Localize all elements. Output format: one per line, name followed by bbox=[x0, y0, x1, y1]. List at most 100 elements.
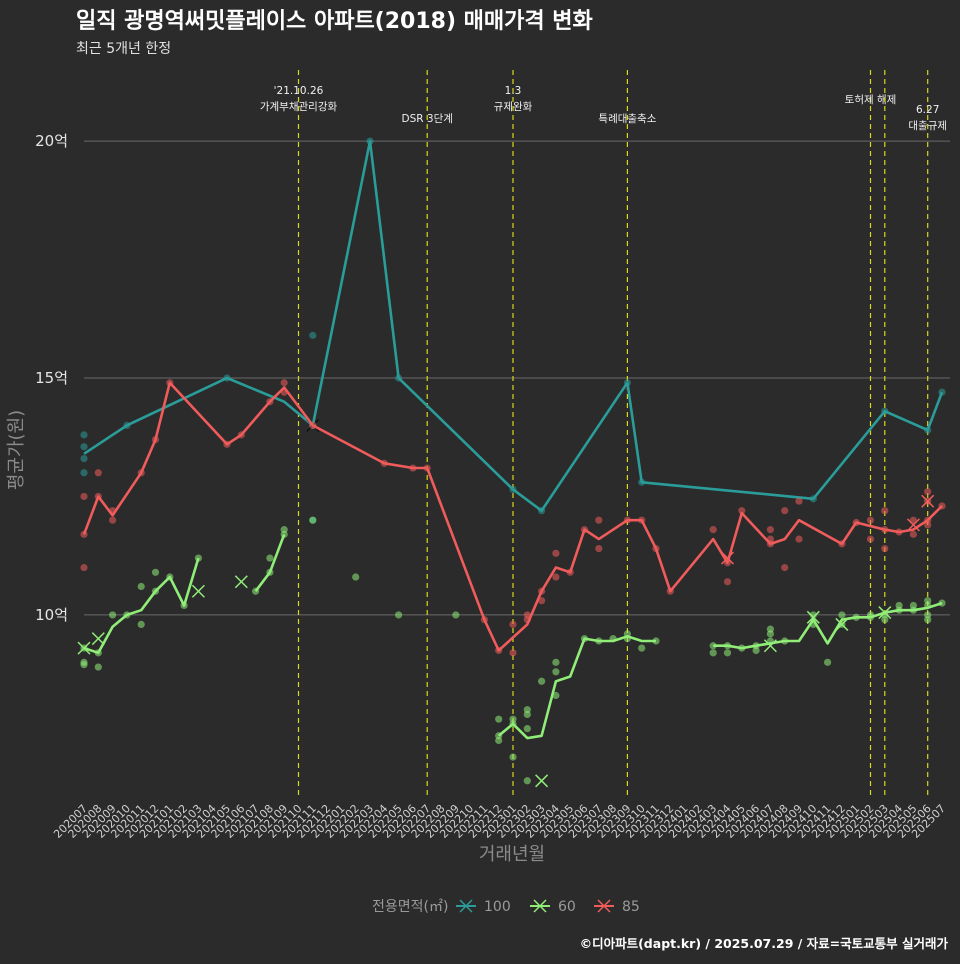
data-point-60 bbox=[924, 601, 932, 610]
data-point-100 bbox=[809, 495, 817, 503]
data-point-85 bbox=[109, 507, 117, 515]
data-point-60 bbox=[881, 616, 889, 624]
data-point-60 bbox=[137, 582, 145, 591]
data-point-60 bbox=[838, 611, 846, 619]
data-point-85 bbox=[595, 544, 603, 553]
data-point-60 bbox=[752, 646, 760, 655]
data-point-85 bbox=[380, 459, 388, 467]
data-point-100 bbox=[80, 431, 88, 439]
data-point-85 bbox=[151, 436, 160, 444]
legend-item-100: 100 bbox=[456, 899, 511, 915]
data-point-85 bbox=[538, 597, 546, 605]
data-point-85 bbox=[480, 616, 488, 624]
data-point-85 bbox=[638, 516, 646, 524]
series-85 bbox=[80, 379, 946, 657]
data-point-85 bbox=[80, 563, 88, 572]
data-point-85 bbox=[866, 516, 875, 524]
series-line-60 bbox=[254, 533, 286, 592]
data-point-60 bbox=[809, 620, 817, 629]
data-point-85 bbox=[623, 516, 632, 524]
cross-stroke bbox=[921, 494, 935, 508]
event-label: 가계부채관리강화 bbox=[260, 101, 338, 113]
cross-marker-60 bbox=[806, 610, 820, 624]
data-point-85 bbox=[766, 526, 775, 534]
data-point-60 bbox=[509, 753, 517, 761]
data-point-60 bbox=[580, 635, 589, 643]
data-point-60 bbox=[595, 637, 603, 645]
data-point-60 bbox=[909, 601, 918, 610]
grid-layer bbox=[84, 140, 950, 616]
data-point-60 bbox=[924, 616, 932, 624]
data-point-60 bbox=[709, 642, 717, 650]
data-point-85 bbox=[709, 526, 717, 534]
data-point-60 bbox=[180, 601, 188, 610]
legend-item-85: 85 bbox=[594, 899, 640, 915]
data-point-85 bbox=[909, 516, 918, 524]
data-point-85 bbox=[495, 646, 503, 655]
data-point-60 bbox=[395, 611, 403, 619]
data-point-85 bbox=[652, 544, 660, 553]
data-point-85 bbox=[166, 379, 174, 387]
data-point-85 bbox=[409, 464, 417, 472]
data-point-100 bbox=[881, 407, 889, 415]
data-point-60 bbox=[194, 554, 202, 562]
data-point-85 bbox=[280, 388, 288, 396]
data-point-85 bbox=[666, 587, 674, 595]
data-point-60 bbox=[523, 710, 531, 719]
data-point-85 bbox=[94, 469, 102, 477]
data-point-85 bbox=[881, 544, 889, 553]
cross-marker-60 bbox=[763, 639, 777, 653]
data-point-60 bbox=[266, 568, 274, 576]
data-point-85 bbox=[266, 398, 274, 406]
data-point-60 bbox=[738, 644, 746, 652]
data-point-85 bbox=[838, 540, 846, 548]
data-point-100 bbox=[638, 478, 646, 486]
cross-stroke bbox=[906, 518, 920, 532]
event-label: DSR 3단계 bbox=[402, 113, 453, 125]
data-point-100 bbox=[538, 507, 546, 515]
data-point-60 bbox=[509, 715, 517, 723]
cross-stroke bbox=[191, 584, 205, 598]
data-point-60 bbox=[352, 573, 360, 581]
data-point-85 bbox=[924, 521, 932, 529]
data-point-60 bbox=[538, 677, 546, 685]
data-point-60 bbox=[452, 611, 460, 619]
cross-marker-60 bbox=[77, 641, 91, 655]
data-point-85 bbox=[866, 535, 875, 543]
legend-label: 60 bbox=[558, 899, 576, 915]
legend-label: 85 bbox=[622, 899, 640, 915]
data-point-100 bbox=[309, 331, 317, 339]
data-point-85 bbox=[552, 549, 560, 557]
data-point-60 bbox=[766, 630, 775, 638]
cross-stroke bbox=[806, 610, 820, 624]
data-point-60 bbox=[766, 637, 775, 645]
legend-cross bbox=[459, 899, 473, 913]
data-point-60 bbox=[638, 644, 646, 652]
data-point-85 bbox=[538, 587, 546, 595]
data-point-85 bbox=[280, 379, 288, 387]
data-point-85 bbox=[94, 492, 102, 501]
data-point-85 bbox=[509, 620, 517, 629]
data-point-85 bbox=[80, 530, 88, 538]
data-point-85 bbox=[566, 568, 574, 576]
data-point-60 bbox=[552, 658, 560, 666]
event-label: 토허제 해제 bbox=[845, 93, 897, 106]
data-point-85 bbox=[137, 469, 145, 477]
data-point-60 bbox=[552, 691, 560, 700]
cross-stroke bbox=[835, 617, 849, 631]
cross-stroke bbox=[763, 639, 777, 653]
data-point-85 bbox=[595, 516, 603, 524]
data-point-85 bbox=[881, 526, 889, 534]
cross-marker-60 bbox=[91, 632, 105, 646]
data-point-60 bbox=[552, 668, 560, 676]
data-point-100 bbox=[123, 421, 131, 429]
data-point-100 bbox=[223, 374, 231, 382]
data-point-60 bbox=[495, 715, 503, 723]
legend-item-60: 60 bbox=[530, 899, 576, 915]
data-point-85 bbox=[723, 559, 732, 567]
y-tick-label: 15억 bbox=[35, 369, 68, 387]
data-point-85 bbox=[781, 507, 789, 515]
data-point-85 bbox=[781, 563, 789, 572]
data-point-60 bbox=[609, 635, 617, 643]
